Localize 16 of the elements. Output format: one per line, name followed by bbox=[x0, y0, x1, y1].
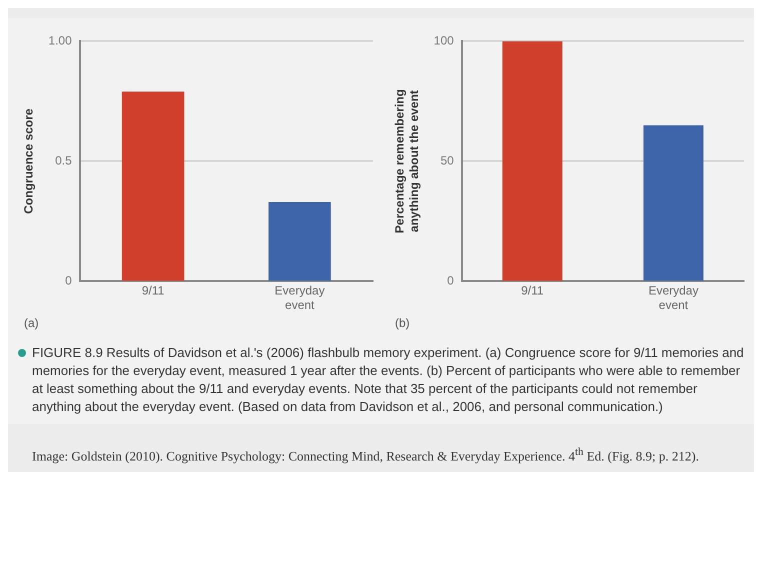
y-tick-label: 0 bbox=[65, 274, 72, 288]
caption: FIGURE 8.9 Results of Davidson et al.'s (2006) flashbulb memory experiment. (a) Congruence score for 9/11 memories and memories for the everyday event, measured 1 year after the events. (b) Percent of participants who were able to remember at least something about the 9/11 and everyday events. Note that 35 percent of the participants could not remember anything about the everyday event. (Based on data from Davidson et al., 2006, and personal communication.) bbox=[32, 344, 744, 416]
y-tick-label: 1.00 bbox=[48, 34, 72, 48]
x-tick-label: 9/11 bbox=[142, 284, 165, 298]
y-axis-title: Percentage remembering anything about the event bbox=[392, 89, 421, 234]
y-tick-label: 100 bbox=[434, 34, 454, 48]
x-tick-label: Everyday event bbox=[274, 284, 325, 312]
text: (a) bbox=[24, 316, 40, 330]
x-tick-label: 9/11 bbox=[521, 284, 544, 298]
y-tick-label: 50 bbox=[440, 154, 454, 168]
y-tick-label: 0.5 bbox=[55, 154, 72, 168]
text: (b) bbox=[395, 316, 411, 330]
y-axis-title: Congruence score bbox=[22, 108, 36, 214]
text: Image: Goldstein (2010). Cognitive Psychology: Connecting Mind, Research & Everyday Experience. 4$^{th}$ Ed. (Fig. 8.9; p. 212). bbox=[31, 445, 700, 466]
y-tick-label: 0 bbox=[447, 274, 454, 288]
x-tick-label: Everyday event bbox=[648, 284, 698, 312]
